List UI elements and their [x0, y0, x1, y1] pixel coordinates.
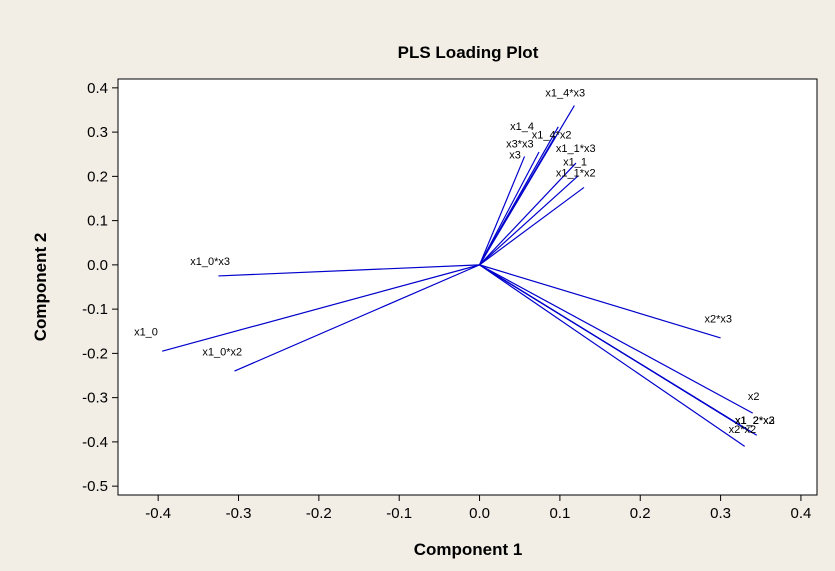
x-axis-label: Component 1: [414, 540, 523, 559]
chart-title: PLS Loading Plot: [398, 43, 539, 62]
vector-label: x1_4: [510, 121, 534, 133]
loading-vector-x2-x3: [479, 264, 721, 339]
vector-label: x1_0*x3: [190, 256, 230, 268]
y-tick-label: -0.2: [82, 345, 108, 362]
loading-vector-x1_0-x2: [234, 264, 480, 372]
x-tick-label: 0.1: [549, 505, 570, 522]
vectors-layer: [162, 105, 758, 447]
vector-label: x3: [509, 150, 521, 162]
y-tick-label: 0.0: [87, 257, 108, 274]
vector-label: x1_1*x3: [556, 143, 596, 155]
vector-label: x1_2*x2: [735, 415, 775, 427]
x-tick-label: 0.3: [710, 505, 731, 522]
vector-label: x2*x2: [729, 424, 757, 436]
vector-label: x2: [748, 391, 760, 403]
loading-vector-x3: [479, 151, 540, 266]
y-tick-label: 0.3: [87, 124, 108, 141]
y-tick-label: 0.1: [87, 213, 108, 230]
y-axis-label: Component 2: [31, 233, 50, 342]
vector-label: x1_1*x2: [556, 167, 596, 179]
loading-vector-x1_0: [162, 264, 480, 352]
ticks-layer: -0.4 -0.3 -0.2 -0.1 0.0 0.1 0.2 0.3 0.4 0.4 0.3 0.2…: [82, 80, 811, 522]
vector-label: x1_2*x3: [735, 415, 775, 427]
vector-label: x1_4*x2: [532, 130, 572, 142]
vector-label: x1_2: [735, 415, 759, 427]
y-tick-label: -0.4: [82, 434, 108, 451]
loading-vector-x1_1-x3: [479, 162, 577, 266]
x-tick-label: -0.1: [386, 505, 412, 522]
x-tick-label: 0.4: [791, 505, 812, 522]
vector-label: x1_4*x3: [545, 88, 585, 100]
vector-label: x1_1: [563, 156, 587, 168]
y-tick-label: 0.2: [87, 168, 108, 185]
loading-vector-x1_4-x2: [479, 136, 556, 266]
x-tick-label: -0.2: [306, 505, 332, 522]
loading-vector-x2-x2: [479, 264, 746, 447]
y-tick-label: -0.5: [82, 478, 108, 495]
vector-label: x3*x3: [506, 139, 534, 151]
x-tick-label: 0.2: [630, 505, 651, 522]
vector-label: x1_0*x2: [202, 347, 242, 359]
x-tick-label: 0.0: [469, 505, 490, 522]
x-tick-label: -0.3: [226, 505, 252, 522]
vector-label: x2*x3: [705, 313, 733, 325]
loading-vector-x1_1: [479, 175, 578, 266]
y-tick-label: 0.4: [87, 80, 108, 97]
y-tick-label: -0.3: [82, 390, 108, 407]
x-tick-label: -0.4: [145, 505, 171, 522]
loading-vector-x2: [479, 264, 754, 414]
plot-area: [117, 78, 818, 496]
y-tick-label: -0.1: [82, 301, 108, 318]
loading-vector-x1_2-x2: [479, 264, 754, 434]
loading-vector-x1_1-x2: [479, 186, 585, 266]
loading-vector-x1_0-x3: [218, 264, 480, 277]
loading-vector-x3-x3: [478, 156, 526, 266]
vector-label: x1_0: [134, 327, 158, 339]
